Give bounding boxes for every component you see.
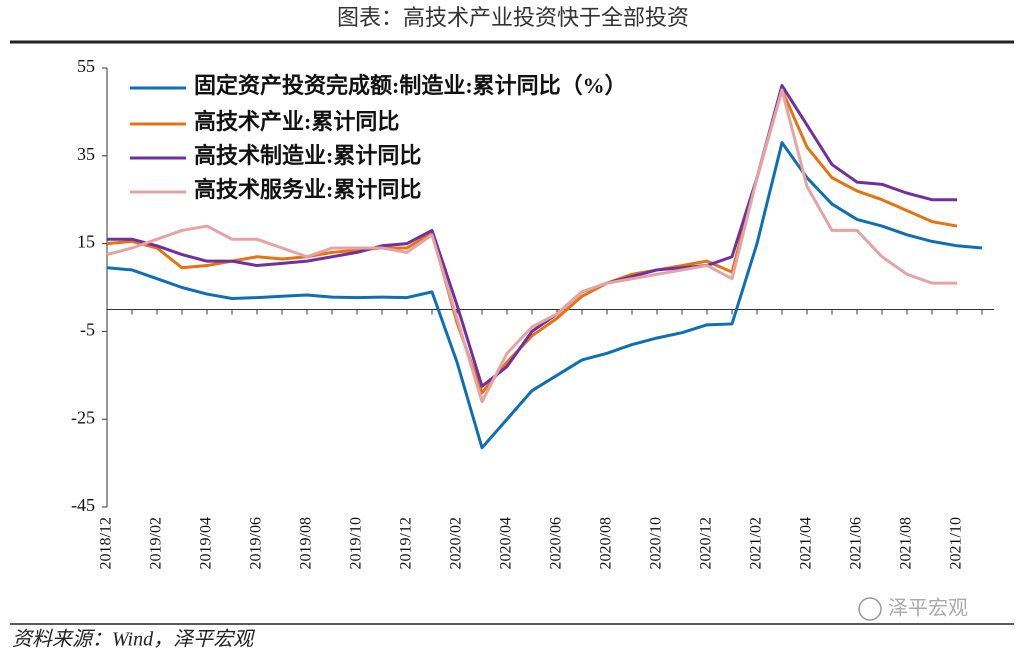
x-tick-label: 2019/04 <box>198 517 215 569</box>
x-tick-label: 2019/02 <box>148 517 165 569</box>
x-tick-label: 2021/02 <box>748 517 765 569</box>
y-tick-label: 35 <box>77 144 95 164</box>
x-tick-label: 2020/04 <box>498 517 515 569</box>
watermark-icon <box>858 597 882 621</box>
legend-label: 高技术制造业:累计同比 <box>194 143 421 168</box>
x-tick-label: 2021/04 <box>798 517 815 569</box>
x-tick-label: 2021/06 <box>848 517 865 569</box>
legend-label: 高技术服务业:累计同比 <box>194 177 421 202</box>
y-tick-label: -45 <box>71 495 95 515</box>
x-tick-label: 2020/10 <box>648 517 665 569</box>
source: 资料来源：Wind，泽平宏观 <box>12 629 255 651</box>
series-line <box>107 84 957 388</box>
watermark: 泽平宏观 <box>888 597 968 620</box>
x-tick-label: 2020/06 <box>548 517 565 569</box>
x-tick-label: 2019/12 <box>398 517 415 569</box>
x-tick-label: 2021/08 <box>898 517 915 569</box>
series-line <box>106 141 983 450</box>
legend-label: 固定资产投资完成额:制造业:累计同比（%） <box>194 73 627 98</box>
y-tick-label: 55 <box>77 56 95 76</box>
x-tick-label: 2020/08 <box>598 517 615 569</box>
x-tick-label: 2021/10 <box>948 517 965 569</box>
x-tick-label: 2019/06 <box>248 517 265 569</box>
x-tick-label: 2018/12 <box>98 517 115 569</box>
chart-title: 图表：高技术产业投资快于全部投资 <box>337 5 689 30</box>
x-tick-label: 2019/10 <box>348 517 365 569</box>
x-tick-label: 2020/12 <box>698 517 715 569</box>
y-tick-label: -5 <box>80 320 95 340</box>
series-line <box>106 88 958 395</box>
x-tick-label: 2019/08 <box>298 517 315 569</box>
x-tick-label: 2020/02 <box>448 517 465 569</box>
y-tick-label: 15 <box>77 232 95 252</box>
y-tick-label: -25 <box>71 407 95 427</box>
series-line <box>106 88 957 404</box>
legend-label: 高技术产业:累计同比 <box>194 109 399 134</box>
